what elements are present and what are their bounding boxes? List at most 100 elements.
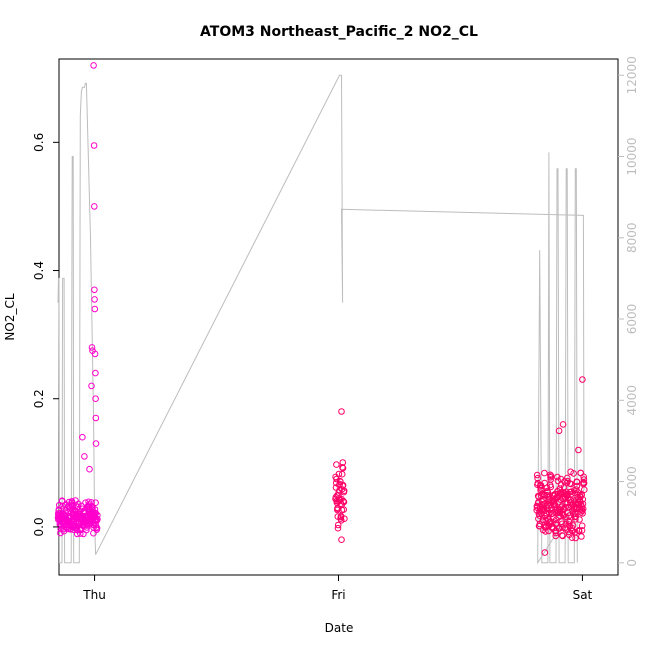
data-point xyxy=(335,470,343,478)
data-point xyxy=(573,478,581,486)
data-point xyxy=(90,62,97,69)
data-point xyxy=(552,520,559,528)
data-point xyxy=(547,476,555,483)
data-point xyxy=(547,471,554,479)
data-point xyxy=(579,500,587,508)
data-point xyxy=(57,529,64,537)
data-point xyxy=(90,142,98,149)
data-point xyxy=(91,296,98,303)
data-point xyxy=(576,516,583,523)
data-point xyxy=(88,344,96,351)
y-right-tick-label: 10000 xyxy=(625,137,639,175)
data-point xyxy=(549,510,557,517)
data-point xyxy=(578,533,585,540)
data-point xyxy=(547,472,555,480)
y-axis-label: NO2_CL xyxy=(3,293,17,340)
data-point xyxy=(577,469,585,477)
data-point xyxy=(571,489,578,497)
data-point xyxy=(578,522,586,530)
data-point xyxy=(544,488,552,496)
x-axis: Thu Fri Sat xyxy=(82,575,593,602)
x-tick-label-fri: Fri xyxy=(331,588,345,602)
y-left-tick-label: 0.0 xyxy=(32,517,46,536)
y-left-tick-label: 0.2 xyxy=(32,389,46,408)
data-point xyxy=(548,520,556,527)
data-point xyxy=(555,427,563,435)
data-point xyxy=(541,549,549,556)
data-point xyxy=(91,203,98,210)
altitude-line-layer xyxy=(57,74,585,565)
data-point xyxy=(61,502,69,509)
data-point xyxy=(55,506,63,513)
y-right-tick-label: 0 xyxy=(625,559,639,567)
data-point xyxy=(94,515,101,523)
y-right-tick-label: 6000 xyxy=(625,304,639,335)
data-point xyxy=(580,479,588,487)
data-point xyxy=(575,446,582,454)
data-point xyxy=(545,497,552,505)
data-point xyxy=(93,524,100,531)
data-point xyxy=(334,521,342,529)
data-point xyxy=(334,524,342,532)
data-point xyxy=(541,469,548,477)
points-layer xyxy=(54,62,588,556)
data-point xyxy=(92,510,100,517)
data-point xyxy=(340,506,348,513)
data-point xyxy=(533,471,541,479)
y-axis-right: 0 2000 4000 6000 8000 10000 12000 xyxy=(618,56,639,567)
data-point xyxy=(570,470,577,477)
data-point xyxy=(340,498,348,506)
y-right-tick-label: 12000 xyxy=(625,56,639,94)
data-point xyxy=(333,461,340,468)
data-point xyxy=(554,473,561,481)
data-point xyxy=(573,482,581,490)
data-point xyxy=(581,486,588,494)
data-point xyxy=(92,499,99,507)
data-point xyxy=(564,474,571,482)
data-point xyxy=(542,528,549,535)
data-point xyxy=(339,464,347,472)
x-tick-label-thu: Thu xyxy=(82,588,106,602)
data-point xyxy=(579,376,586,383)
data-point xyxy=(341,515,348,523)
data-point xyxy=(94,511,101,519)
data-point xyxy=(559,421,567,428)
data-point xyxy=(552,529,560,537)
data-point xyxy=(544,505,551,513)
data-point xyxy=(579,505,587,513)
y-right-tick-label: 8000 xyxy=(625,222,639,253)
data-point xyxy=(338,470,346,478)
data-point xyxy=(92,369,99,377)
y-right-tick-label: 4000 xyxy=(625,385,639,416)
x-tick-label-sat: Sat xyxy=(573,588,593,602)
data-point xyxy=(572,534,579,542)
data-point xyxy=(81,453,88,460)
data-point xyxy=(338,536,345,544)
y-axis-left: 0.0 0.2 0.4 0.6 xyxy=(32,133,59,536)
data-point xyxy=(557,490,564,497)
data-point xyxy=(91,350,99,358)
data-point xyxy=(579,510,586,517)
x-axis-label: Date xyxy=(325,621,354,635)
data-point xyxy=(77,530,84,537)
y-left-tick-label: 0.6 xyxy=(32,133,46,152)
data-point xyxy=(579,496,587,503)
data-point xyxy=(83,526,90,534)
data-point xyxy=(91,506,99,513)
data-point xyxy=(92,521,100,529)
data-point xyxy=(93,524,101,532)
data-point xyxy=(553,494,561,502)
data-point xyxy=(534,474,541,482)
data-point xyxy=(567,480,575,488)
data-point xyxy=(85,498,92,506)
data-point xyxy=(559,524,566,531)
data-point xyxy=(338,408,345,415)
chart-title: ATOM3 Northeast_Pacific_2 NO2_CL xyxy=(200,24,478,40)
data-point xyxy=(91,305,99,313)
data-point xyxy=(79,433,86,441)
data-point xyxy=(92,395,99,403)
y-left-tick-label: 0.4 xyxy=(32,261,46,280)
data-point xyxy=(580,473,588,481)
